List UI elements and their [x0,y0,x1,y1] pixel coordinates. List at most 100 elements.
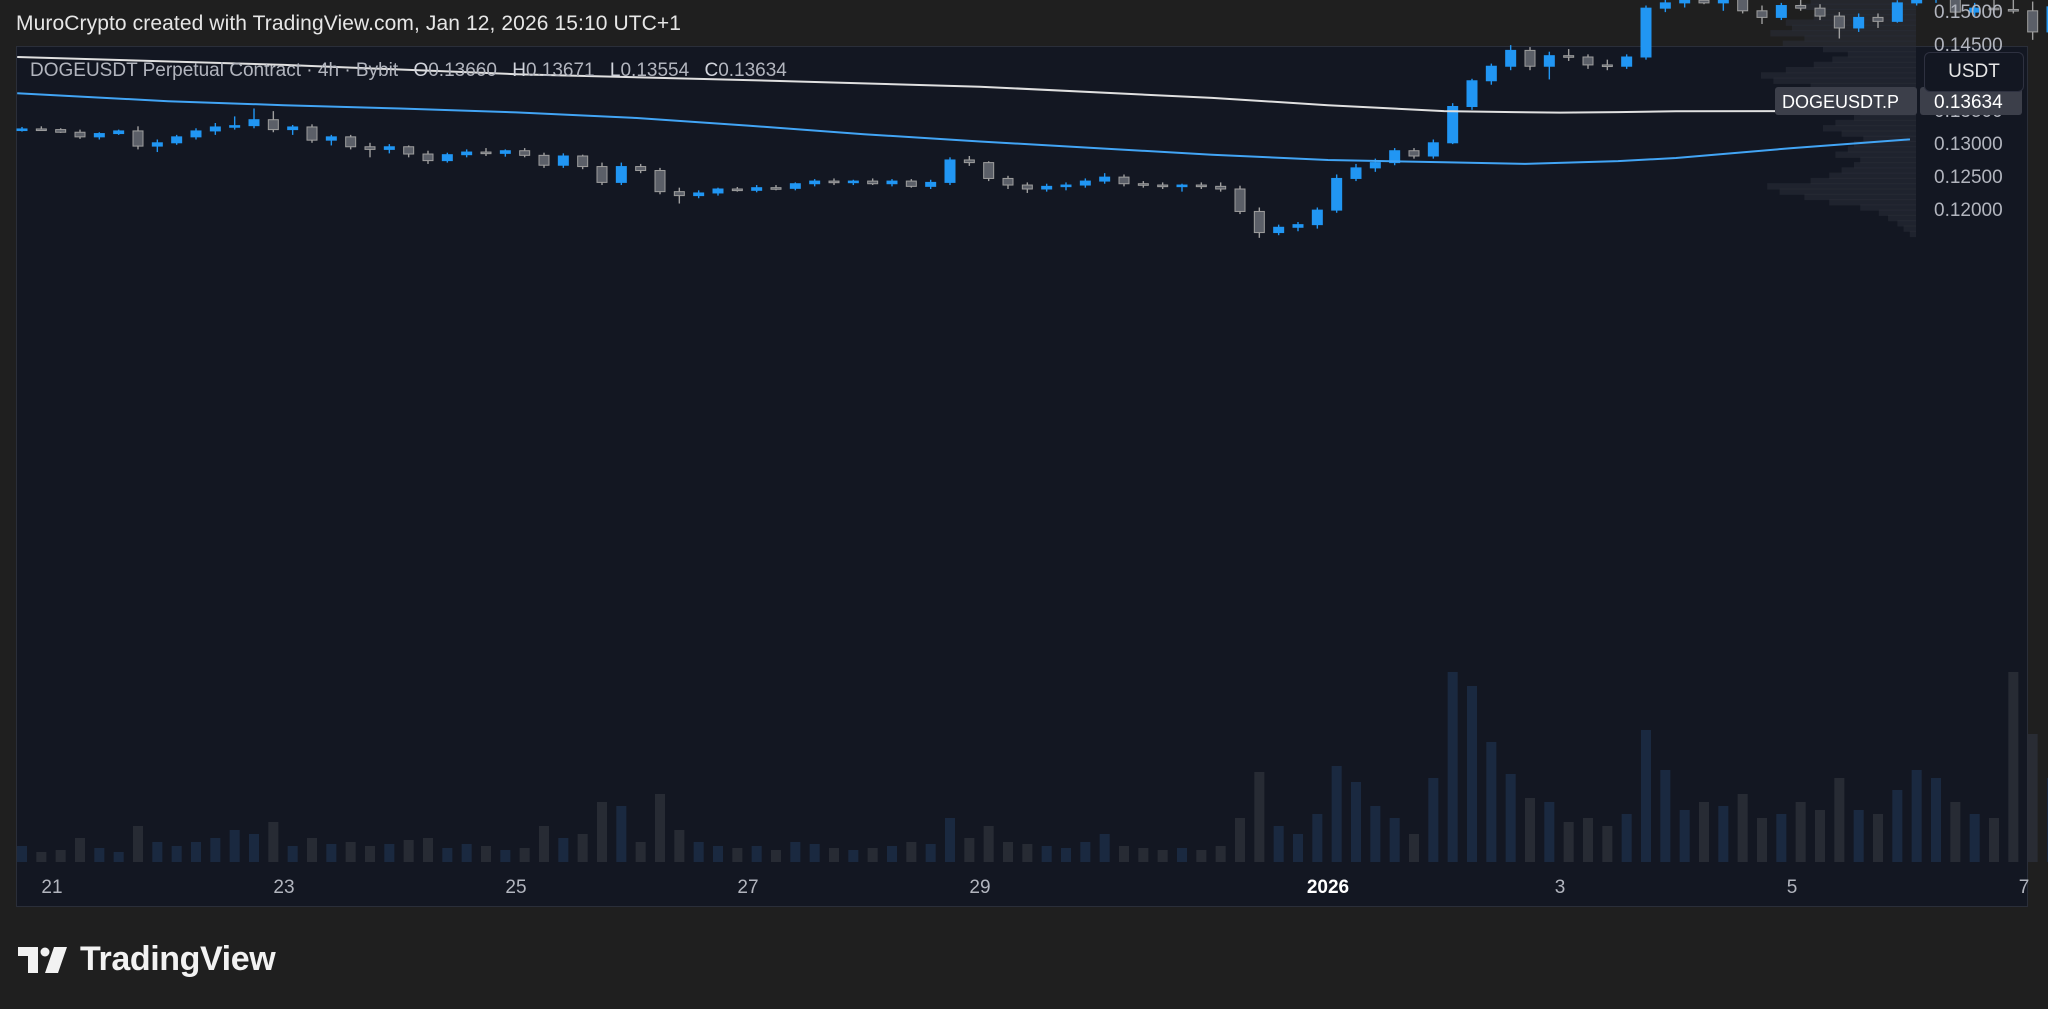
candle-down [1698,0,1710,4]
candle-up [1969,7,1981,13]
candle-down [731,188,743,192]
volume-bar [1718,806,1729,862]
volume-profile-bar [1860,204,1916,211]
candle-up [209,126,221,132]
volume-bar [36,852,47,862]
volume-bar [1447,672,1458,862]
volume-bar [1776,814,1787,862]
chart-panel[interactable] [16,46,2028,907]
candle-up [1060,184,1072,188]
volume-profile-bar [1835,119,1916,127]
volume-bar [133,826,143,862]
volume-profile-bar [1810,177,1916,185]
volume-bar [1699,802,1709,862]
candle-down [867,180,879,185]
volume-bar [674,830,685,862]
y-axis-tick-label: 0.13000 [1934,134,2003,155]
volume-bar [1428,778,1439,862]
candle-up [499,150,511,154]
candle-down [1215,185,1227,190]
candle-down [538,154,550,166]
open-label: O [413,60,429,81]
volume-bar [751,846,762,862]
candle-down [1737,0,1749,12]
volume-bar [1389,818,1400,862]
volume-bar [1815,810,1825,862]
volume-bar [1853,810,1864,862]
candle-up [1292,224,1304,228]
volume-bar [113,852,124,862]
volume-profile-bar [1903,225,1916,232]
candle-up [1273,226,1285,234]
volume-bar [1641,730,1651,862]
last-price-tag-label: 0.13634 [1934,92,2003,113]
candle-up [171,136,183,144]
volume-profile-bar [1823,8,1916,16]
volume-bar [461,844,472,862]
candle-up [441,154,453,162]
candle-down [673,191,685,197]
x-axis-tick-label: 29 [969,877,990,898]
candle-down [1601,64,1613,68]
candle-up [1911,0,1923,4]
candle-up [1427,142,1439,157]
x-axis-tick-label: 2026 [1307,877,1349,898]
volume-bar [964,838,975,862]
candle-down [654,170,666,193]
candle-up [1775,5,1787,18]
candle-down [2007,8,2019,12]
volume-bar [1177,848,1187,862]
tradingview-brand[interactable]: TradingView [18,940,276,979]
candle-up [809,180,821,185]
candle-down [1195,184,1207,188]
volume-bar [809,844,820,862]
volume-profile-bar [1810,82,1916,90]
volume-bar [171,846,182,862]
volume-profile-bar [1823,125,1916,132]
candle-up [325,136,337,141]
candle-down [1234,188,1246,212]
candle-up [1891,2,1903,22]
volume-bar [1080,842,1091,862]
volume-profile-bar [1761,72,1916,79]
candle-up [944,159,956,183]
volume-bar [635,842,646,862]
volume-bar [1196,850,1207,862]
volume-profile-bar [1779,188,1916,195]
candle-down [1118,176,1130,185]
candle-up [1543,55,1555,67]
volume-bar [326,844,337,862]
candle-down [345,136,357,148]
chart-credit-header: MuroCrypto created with TradingView.com,… [16,12,682,35]
volume-bar [1293,834,1303,862]
volume-profile-bar [1823,45,1916,53]
candle-down [2027,10,2039,33]
volume-bar [307,838,317,862]
volume-profile-bar [1841,167,1916,174]
volume-bar [1911,770,1922,862]
volume-bar [1931,778,1941,862]
candle-down [1021,184,1033,190]
volume-bar [1099,834,1110,862]
volume-profile-bar [1804,193,1916,201]
volume-bar [732,848,743,862]
candle-down [905,180,917,187]
candle-down [422,153,434,162]
volume-profile-bar [1829,172,1916,179]
volume-bar [1351,782,1361,862]
currency-button[interactable]: USDT [1924,52,2024,92]
volume-bar [771,850,781,862]
symbol-price-tag-label: DOGEUSDT.P [1782,92,1899,112]
candle-up [1485,65,1497,82]
volume-bar [693,842,704,862]
volume-bar [983,826,994,862]
open-value: 0.13660 [428,60,497,81]
volume-bar [1273,826,1284,862]
candle-up [1640,7,1652,58]
volume-bar [1370,806,1381,862]
candle-down [1988,7,2000,11]
volume-bar [1737,794,1748,862]
volume-bar [597,802,607,862]
volume-bar [2027,734,2038,862]
